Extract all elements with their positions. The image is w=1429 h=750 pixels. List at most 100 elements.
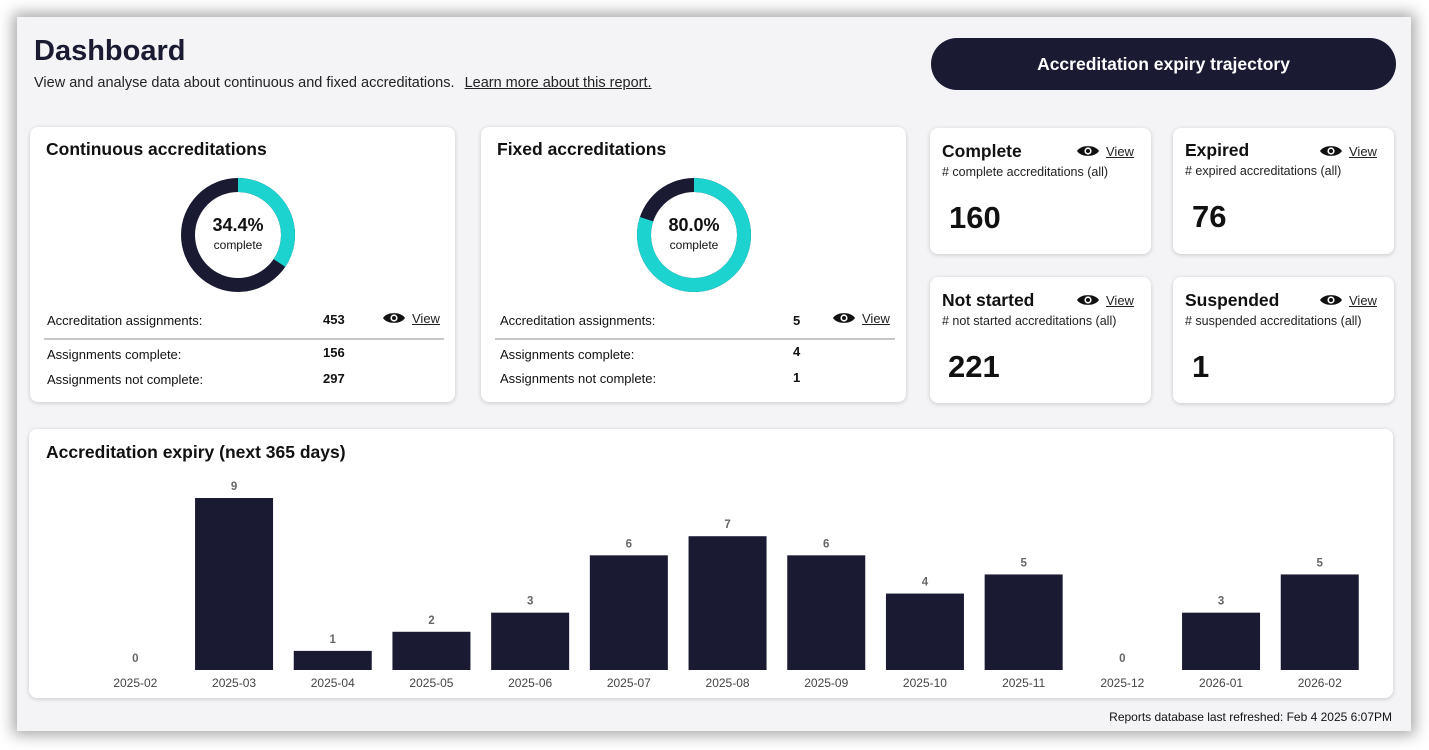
bar-value-label: 1 — [330, 634, 337, 646]
fixed-not-complete-value: 1 — [793, 370, 801, 385]
bar-value-label: 3 — [1218, 596, 1224, 608]
continuous-view-label: View — [412, 310, 440, 326]
bar-value-label: 3 — [527, 596, 533, 608]
bar-2025-06 — [491, 612, 570, 670]
fixed-not-complete-label: Assignments not complete: — [500, 371, 657, 386]
continuous-percent: 34.4% — [212, 215, 264, 235]
expiry-trajectory-button[interactable]: Accreditation expiry trajectory — [931, 38, 1396, 90]
expired-stat-subtitle: # expired accreditations (all) — [1185, 164, 1342, 178]
dashboard-frame: Dashboard View and analyse data about co… — [17, 17, 1411, 731]
x-tick-label: 2025-04 — [311, 676, 355, 690]
bar-2025-03 — [195, 498, 274, 670]
fixed-complete-label: Assignments complete: — [500, 347, 635, 362]
continuous-assignments-label: Accreditation assignments: — [47, 313, 203, 328]
fixed-complete-word: complete — [669, 238, 719, 252]
expired-view-link[interactable]: View — [1319, 143, 1377, 159]
expiry-chart-title: Accreditation expiry (next 365 days) — [46, 442, 346, 462]
learn-more-link[interactable]: Learn more about this report. — [464, 75, 652, 91]
eye-icon — [1077, 295, 1099, 305]
bar-value-label: 9 — [231, 481, 237, 493]
complete-view-link[interactable]: View — [1076, 143, 1134, 159]
complete-stat-value: 160 — [949, 200, 1001, 235]
x-tick-label: 2025-08 — [706, 676, 750, 690]
x-tick-label: 2025-07 — [607, 676, 651, 690]
suspended-stat-subtitle: # suspended accreditations (all) — [1185, 314, 1362, 328]
eye-icon — [1320, 146, 1342, 156]
bar-value-label: 6 — [626, 538, 632, 550]
expired-stat-value: 76 — [1192, 199, 1227, 234]
not-started-stat-value: 221 — [948, 349, 1000, 384]
bar-2025-10 — [885, 593, 964, 670]
eye-icon — [1320, 295, 1342, 305]
fixed-percent: 80.0% — [668, 215, 720, 235]
suspended-view-label: View — [1349, 292, 1377, 308]
continuous-complete-word: complete — [213, 238, 263, 252]
suspended-stat-value: 1 — [1192, 349, 1210, 384]
x-tick-label: 2025-05 — [409, 676, 453, 690]
x-tick-label: 2025-09 — [804, 676, 848, 690]
fixed-donut-chart — [637, 178, 751, 292]
bar-value-label: 7 — [724, 519, 730, 531]
x-tick-label: 2025-10 — [903, 676, 947, 690]
continuous-divider — [44, 338, 444, 340]
complete-stat-card: Complete View # complete accreditations … — [930, 128, 1151, 254]
expired-stat-title: Expired — [1185, 140, 1250, 160]
fixed-donut: 80.0% complete — [636, 177, 752, 293]
continuous-complete-label: Assignments complete: — [47, 347, 182, 362]
not-started-stat-title: Not started — [942, 290, 1035, 310]
bar-2026-01 — [1182, 612, 1261, 670]
fixed-assignments-value: 5 — [793, 313, 801, 328]
expiry-chart-card: Accreditation expiry (next 365 days) 0 20… — [29, 429, 1393, 698]
not-started-view-link[interactable]: View — [1076, 292, 1134, 308]
fixed-accreditations-card: Fixed accreditations 80.0% complete Accr… — [481, 127, 906, 402]
fixed-donut-arc — [637, 178, 751, 292]
x-tick-label: 2025-12 — [1100, 676, 1144, 690]
bar-value-label: 6 — [823, 538, 829, 550]
fixed-view-label: View — [862, 310, 890, 326]
eye-icon — [833, 313, 855, 323]
bar-value-label: 2 — [428, 615, 434, 627]
bar-value-label: 5 — [1317, 557, 1324, 569]
continuous-accreditations-card: Continuous accreditations 34.4% complete… — [30, 127, 455, 402]
continuous-complete-value: 156 — [323, 345, 345, 360]
bar-value-label: 5 — [1020, 557, 1027, 569]
complete-stat-subtitle: # complete accreditations (all) — [942, 165, 1109, 179]
continuous-donut-arc — [181, 178, 295, 292]
bar-2025-05 — [392, 631, 471, 670]
continuous-view-link[interactable]: View — [382, 310, 440, 326]
continuous-not-complete-value: 297 — [323, 371, 345, 386]
page-title: Dashboard — [34, 35, 186, 67]
last-refreshed-text: Reports database last refreshed: Feb 4 2… — [1109, 710, 1392, 724]
fixed-complete-value: 4 — [793, 344, 801, 359]
not-started-stat-subtitle: # not started accreditations (all) — [942, 314, 1117, 328]
continuous-card-title: Continuous accreditations — [46, 139, 267, 159]
eye-icon — [383, 313, 405, 323]
bar-value-label: 0 — [132, 653, 138, 665]
eye-icon — [1077, 146, 1099, 156]
suspended-stat-card: Suspended View # suspended accreditation… — [1173, 277, 1394, 403]
bar-2026-02 — [1280, 574, 1359, 670]
x-tick-label: 2025-11 — [1002, 676, 1045, 690]
not-started-stat-card: Not started View # not started accredita… — [930, 277, 1151, 403]
suspended-view-link[interactable]: View — [1319, 292, 1377, 308]
bar-value-label: 4 — [922, 577, 929, 589]
subtitle-text: View and analyse data about continuous a… — [34, 75, 455, 91]
fixed-card-title: Fixed accreditations — [497, 139, 667, 159]
expired-view-label: View — [1349, 143, 1377, 159]
bar-2025-11 — [984, 574, 1063, 670]
fixed-assignments-label: Accreditation assignments: — [500, 313, 656, 328]
continuous-not-complete-label: Assignments not complete: — [47, 372, 204, 387]
x-tick-label: 2025-06 — [508, 676, 552, 690]
x-tick-label: 2025-02 — [113, 676, 157, 690]
expiry-bar-chart: 0 2025-02 9 2025-03 1 2025-04 2 2025-05 3 2025-06… — [113, 481, 1359, 690]
x-tick-label: 2025-03 — [212, 676, 256, 690]
bar-value-label: 0 — [1119, 653, 1125, 665]
continuous-donut-chart — [181, 178, 295, 292]
fixed-view-link[interactable]: View — [832, 310, 890, 326]
not-started-view-label: View — [1106, 292, 1134, 308]
continuous-donut: 34.4% complete — [180, 177, 296, 293]
fixed-divider — [495, 338, 895, 340]
bar-2025-08 — [688, 536, 767, 670]
complete-view-label: View — [1106, 143, 1134, 159]
x-tick-label: 2026-01 — [1199, 676, 1243, 690]
